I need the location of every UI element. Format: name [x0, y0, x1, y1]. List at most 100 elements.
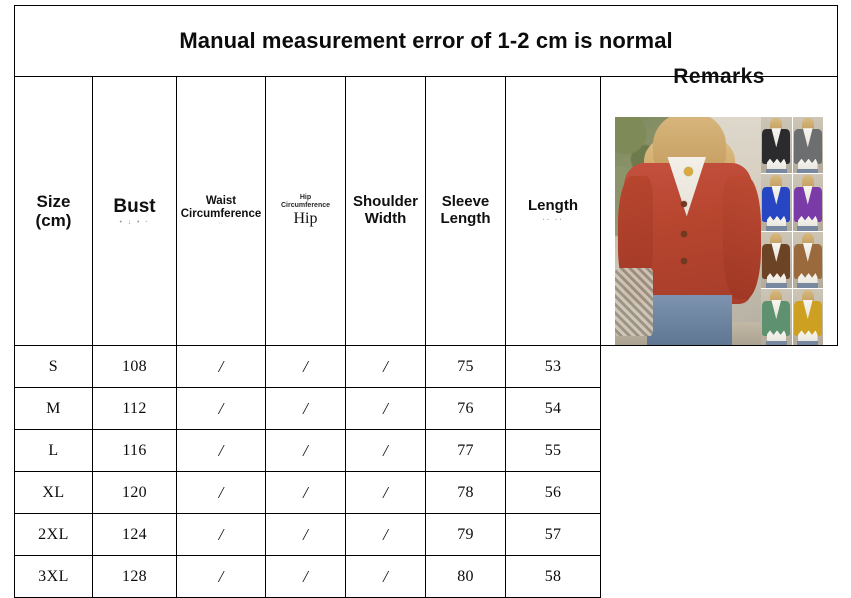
cell-waist: /: [218, 356, 224, 376]
cell-hip: /: [303, 566, 308, 586]
cell-hip-container: /: [265, 345, 346, 388]
cell-size: M: [46, 399, 61, 417]
cell-waist-container: /: [176, 513, 266, 556]
variant-jeans: [797, 283, 819, 288]
variant-hem: [798, 273, 818, 285]
cell-waist-container: /: [176, 471, 266, 514]
variant-hem: [798, 330, 818, 342]
product-photo-wrap: [601, 97, 837, 365]
cell-size-container: S: [14, 345, 93, 388]
cardigan-button-2: [680, 231, 687, 237]
cell-shoulder-container: /: [345, 387, 426, 430]
cell-hip-container: /: [265, 429, 346, 472]
table-row: 3XL 128 / / / 80 58: [14, 555, 838, 598]
variant-jeans: [797, 226, 819, 231]
cell-waist-container: /: [176, 429, 266, 472]
header-bust-residual-glyphs: • ↓ • ·: [119, 218, 150, 227]
header-sleeve-length: Sleeve Length: [425, 76, 506, 346]
variant-vneck: [771, 185, 782, 205]
header-sleeve-line2: Length: [440, 210, 491, 227]
header-waist-line2: Circumference: [180, 207, 262, 220]
table-row: M 112 / / / 76 54: [14, 387, 838, 430]
header-hip-circumference: Hip Circumference Hip: [265, 76, 346, 346]
table-body: S 108 / / / 75 53 M 112 / / / 76 54 L 116 / / / 77 55 XL 120 / /…: [14, 345, 838, 598]
header-hip-line2: Circumference: [280, 201, 331, 209]
cell-sleeve: 76: [457, 399, 474, 417]
cell-hip-container: /: [265, 387, 346, 430]
header-bust: Bust • ↓ • ·: [92, 76, 177, 346]
cell-shoulder: /: [383, 356, 388, 376]
cell-length: 57: [544, 525, 562, 543]
variant-jeans: [765, 226, 787, 231]
header-remarks: Remarks: [673, 65, 765, 89]
cell-bust: 128: [122, 567, 147, 585]
cell-waist: /: [218, 524, 224, 544]
cell-length-container: 55: [505, 429, 601, 472]
cell-sleeve: 79: [457, 525, 474, 543]
variant-jeans: [765, 168, 787, 174]
variant-hem: [766, 330, 787, 342]
cell-waist: /: [218, 566, 224, 586]
variant-hem: [766, 273, 787, 285]
cell-length-container: 58: [505, 555, 601, 598]
cardigan-right-sleeve: [723, 176, 762, 300]
header-shoulder-line1: Shoulder: [352, 193, 418, 211]
header-waist-circumference: Waist Circumference ··: [176, 76, 266, 346]
table-row: 2XL 124 / / / 79 57: [14, 513, 838, 556]
cell-length: 56: [544, 483, 562, 501]
cell-sleeve: 77: [457, 441, 474, 459]
table-title-row: Manual measurement error of 1-2 cm is no…: [13, 5, 839, 77]
cell-shoulder-container: /: [345, 513, 426, 556]
cell-sleeve-container: 80: [425, 555, 506, 598]
cell-bust: 120: [122, 483, 147, 501]
cell-sleeve: 75: [457, 357, 474, 375]
cell-size: S: [48, 357, 59, 375]
cell-waist: /: [218, 482, 224, 502]
cardigan-button-1: [680, 201, 687, 208]
cell-length: 54: [544, 399, 562, 417]
variant-jeans: [797, 340, 819, 345]
header-size-line1: Size: [36, 191, 71, 211]
cell-bust-container: 128: [92, 555, 177, 598]
cell-bust: 108: [122, 357, 147, 375]
header-waist-line1: Waist: [205, 194, 237, 207]
cell-bust-container: 120: [92, 471, 177, 514]
cell-shoulder-container: /: [345, 429, 426, 472]
cell-length: 55: [544, 441, 562, 459]
cell-size-container: XL: [14, 471, 93, 514]
cell-bust-container: 124: [92, 513, 177, 556]
cell-length: 58: [544, 567, 562, 585]
cell-hip: /: [303, 440, 308, 460]
color-variant-brown: [761, 231, 792, 288]
cell-sleeve-container: 79: [425, 513, 506, 556]
cell-size-container: 3XL: [14, 555, 93, 598]
cell-size-container: M: [14, 387, 93, 430]
cell-size: 3XL: [38, 567, 69, 585]
cell-hip: /: [303, 524, 308, 544]
handbag: [615, 267, 653, 336]
cell-hip-container: /: [265, 471, 346, 514]
cell-shoulder-container: /: [345, 555, 426, 598]
product-hero-image: [615, 117, 762, 345]
blue-jeans: [647, 294, 732, 345]
cell-length: 53: [544, 357, 562, 375]
cell-length-container: 54: [505, 387, 601, 430]
cell-size-container: 2XL: [14, 513, 93, 556]
product-photo: [615, 117, 824, 345]
page-title: Manual measurement error of 1-2 cm is no…: [179, 28, 673, 53]
cell-size: 2XL: [38, 525, 69, 543]
variant-hem: [798, 158, 818, 170]
cell-shoulder: /: [383, 524, 388, 544]
cell-size-container: L: [14, 429, 93, 472]
color-variant-tan: [792, 231, 824, 288]
header-size-line2: (cm): [35, 211, 72, 230]
title-cell: Manual measurement error of 1-2 cm is no…: [13, 5, 839, 77]
header-shoulder-width: Shoulder Width: [345, 76, 426, 346]
header-size: Size (cm): [14, 76, 93, 346]
cell-hip: /: [303, 482, 308, 502]
color-variant-gray: [792, 117, 824, 174]
variant-vneck: [771, 242, 782, 262]
cell-sleeve-container: 78: [425, 471, 506, 514]
variant-vneck: [802, 242, 813, 262]
color-variant-blue: [761, 174, 792, 231]
